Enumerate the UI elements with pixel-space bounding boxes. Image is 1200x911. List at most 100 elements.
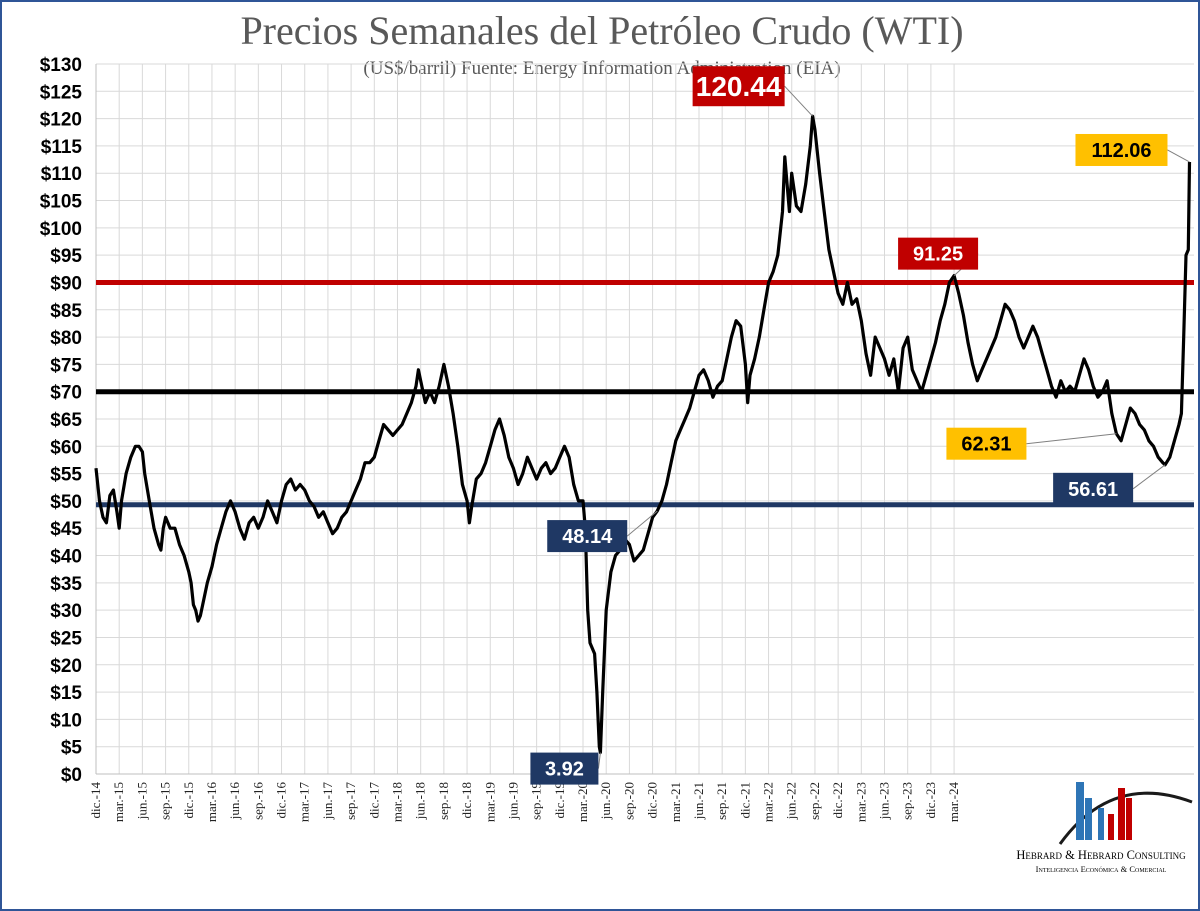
y-tick-label: $125 [40,82,83,103]
y-axis: $0 $5 $10 $15 $20 $25 $30 $35 $40 $45 $50 $55 $60 $65… [40,55,97,786]
y-tick-label: $35 [50,574,82,595]
y-tick-label: $40 [50,547,82,568]
y-tick-label: $0 [61,765,82,786]
y-tick-label: $115 [41,137,83,158]
annotation-callout: 91.25 [898,237,979,277]
x-tick-label: jun.-17 [320,782,335,821]
y-tick-label: $75 [50,355,82,376]
annotation-callout: 56.61 [1053,464,1166,505]
y-tick-label: $120 [40,110,82,131]
callout-leader [1132,464,1166,490]
y-tick-label: $55 [50,465,82,486]
callout-leader [626,510,658,537]
x-tick-label: sep.-16 [250,782,265,820]
x-tick-label: dic.-20 [645,782,660,818]
y-tick-label: $20 [50,656,82,677]
annotation-callout: 62.31 [946,427,1117,460]
y-tick-label: $70 [50,383,82,404]
x-tick-label: mar.-24 [946,782,961,823]
callout-label: 56.61 [1068,479,1118,501]
grid-lines [95,63,1194,775]
x-tick-label: dic.-18 [459,782,474,818]
x-tick-label: mar.-18 [389,782,404,822]
callout-box [946,427,1027,460]
callout-box [547,520,628,553]
x-tick-label: mar.-23 [853,782,868,822]
reference-lines [96,279,1194,508]
callout-label: 62.31 [961,434,1011,456]
x-tick-label: sep.-15 [158,782,173,820]
y-tick-label: $10 [50,710,82,731]
callout-leader [1026,433,1117,445]
x-tick-label: jun.-15 [134,782,149,820]
callout-box [1053,472,1134,505]
y-tick-label: $25 [50,628,82,649]
y-tick-label: $50 [50,492,82,513]
x-tick-label: dic.-19 [552,782,567,818]
x-tick-label: jun.-23 [877,782,892,820]
annotation-callout: 48.14 [547,510,658,553]
x-tick-label: mar.-17 [297,782,312,823]
y-tick-label: $110 [41,164,82,185]
y-tick-label: $100 [40,219,82,240]
logo-tagline: Inteligencia Económica & Comercial [1036,864,1167,874]
x-tick-label: mar.-19 [482,782,497,822]
x-tick-label: mar.-21 [668,782,683,822]
y-tick-label: $45 [50,519,82,540]
y-tick-label: $30 [50,601,82,622]
x-tick-label: sep.-21 [714,782,729,820]
x-tick-label: sep.-20 [621,782,636,820]
annotation-callout: 120.44 [692,66,813,117]
x-tick-label: jun.-21 [691,782,706,820]
y-tick-label: $15 [50,683,82,704]
callout-label: 3.92 [545,759,584,781]
company-logo: Hebrard & Hebrard Consulting Inteligenci… [1016,782,1193,874]
y-tick-label: $85 [50,301,82,322]
x-tick-label: dic.-15 [181,782,196,818]
x-tick-label: sep.-18 [436,782,451,820]
x-tick-label: jun.-20 [598,782,613,820]
y-tick-label: $65 [50,410,82,431]
x-tick-label: dic.-17 [366,782,381,819]
y-tick-label: $105 [40,192,83,213]
callout-box [530,752,599,785]
x-tick-label: dic.-22 [830,782,845,818]
callout-label: 112.06 [1091,140,1151,162]
callout-label: 120.44 [696,71,782,102]
callout-box [692,66,785,107]
x-tick-label: dic.-21 [737,782,752,818]
x-tick-label: dic.-14 [88,782,103,819]
x-tick-label: jun.-18 [413,782,428,820]
callout-leader [1167,149,1190,163]
logo-mark [1058,782,1193,845]
y-tick-label: $90 [50,273,82,294]
x-tick-label: sep.-22 [807,782,822,820]
callout-box [898,237,979,270]
y-tick-label: $95 [50,246,82,267]
x-tick-label: sep.-23 [900,782,915,820]
x-tick-label: mar.-15 [111,782,126,822]
x-tick-label: mar.-22 [761,782,776,822]
x-tick-label: dic.-23 [923,782,938,818]
callout-leader [597,752,601,769]
callout-label: 48.14 [562,526,613,548]
logo-name: Hebrard & Hebrard Consulting [1016,848,1186,862]
x-tick-label: jun.-16 [227,782,242,821]
x-tick-label: dic.-16 [274,782,289,819]
y-tick-label: $130 [40,55,82,76]
y-tick-label: $5 [61,738,83,759]
callout-label: 91.25 [913,244,963,266]
y-tick-label: $80 [50,328,82,349]
callout-box [1075,133,1168,166]
x-tick-label: jun.-19 [505,782,520,820]
x-tick-label: sep.-17 [343,782,358,820]
x-axis: dic.-14 mar.-15 jun.-15 sep.-15 dic.-15 mar.-… [88,773,1194,823]
annotation-callout: 112.06 [1075,133,1190,166]
y-tick-label: $60 [50,437,82,458]
chart-title: Precios Semanales del Petróleo Crudo (WT… [240,8,963,53]
annotations: 120.44 112.06 91.25 62.31 56.61 48.14 3.92 [530,66,1190,785]
x-tick-label: mar.-16 [204,782,219,823]
callout-leader [784,85,813,117]
